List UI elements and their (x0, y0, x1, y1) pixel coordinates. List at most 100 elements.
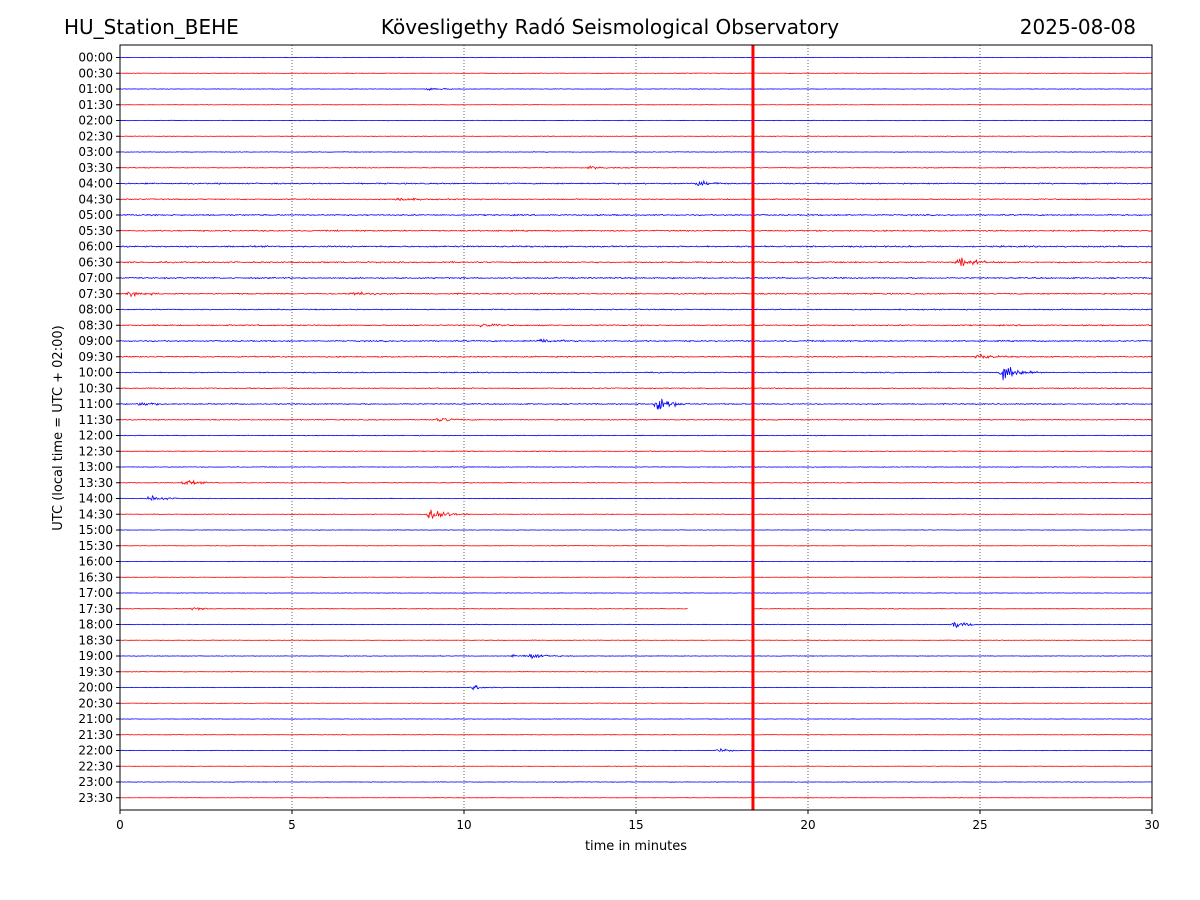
trace-0900 (119, 338, 1153, 343)
trace-0930 (119, 353, 1153, 360)
trace-2330 (119, 797, 1153, 799)
trace-0000 (119, 56, 1153, 59)
trace-0330 (119, 165, 1153, 170)
y-tick-label: 07:00 (78, 271, 113, 285)
y-tick-label: 20:00 (78, 681, 113, 695)
x-tick-label: 10 (456, 818, 471, 832)
trace-0130 (119, 104, 1153, 106)
trace-1130 (119, 417, 1153, 422)
y-tick-label: 10:30 (78, 381, 113, 395)
y-tick-label: 04:00 (78, 177, 113, 191)
y-tick-label: 04:30 (78, 192, 113, 206)
x-tick-label: 0 (116, 818, 124, 832)
trace-2200 (119, 748, 1153, 753)
y-tick-label: 00:30 (78, 66, 113, 80)
y-tick-label: 03:30 (78, 161, 113, 175)
y-tick-label: 09:30 (78, 350, 113, 364)
y-tick-label: 01:00 (78, 82, 113, 96)
trace-1900 (119, 653, 1153, 660)
y-tick-label: 02:00 (78, 114, 113, 128)
y-tick-label: 11:00 (78, 397, 113, 411)
trace-1330 (119, 479, 1153, 486)
y-tick-label: 16:00 (78, 555, 113, 569)
y-tick-label: 18:00 (78, 618, 113, 632)
trace-1930 (119, 671, 1153, 673)
trace-1530 (119, 545, 1153, 547)
plot-date: 2025-08-08 (1019, 15, 1136, 39)
y-tick-label: 23:00 (78, 775, 113, 789)
y-tick-label: 12:00 (78, 429, 113, 443)
trace-2100 (119, 718, 1153, 720)
trace-1600 (119, 560, 1153, 563)
trace-0230 (119, 135, 1153, 138)
y-tick-label: 22:00 (78, 744, 113, 758)
y-tick-label: 10:00 (78, 366, 113, 380)
y-axis-label: UTC (local time = UTC + 02:00) (51, 325, 66, 530)
trace-1630 (119, 576, 1153, 579)
trace-0730 (119, 290, 1153, 298)
y-tick-label: 15:30 (78, 539, 113, 553)
trace-0300 (119, 151, 1153, 153)
trace-0530 (119, 229, 1153, 233)
y-tick-label: 00:00 (78, 51, 113, 65)
trace-1200 (119, 434, 1153, 437)
trace-0630 (119, 257, 1153, 267)
station-name: HU_Station_BEHE (64, 15, 239, 39)
trace-0100 (119, 87, 1153, 91)
trace-1100 (119, 398, 1153, 410)
y-tick-label: 11:30 (78, 413, 113, 427)
y-tick-label: 07:30 (78, 287, 113, 301)
y-tick-label: 02:30 (78, 129, 113, 143)
trace-0030 (119, 72, 1153, 75)
trace-0400 (119, 179, 1153, 186)
y-tick-label: 01:30 (78, 98, 113, 112)
trace-0830 (119, 323, 1153, 328)
trace-1800 (119, 621, 1153, 629)
y-tick-label: 17:00 (78, 586, 113, 600)
x-tick-label: 30 (1144, 818, 1159, 832)
y-tick-label: 13:30 (78, 476, 113, 490)
y-tick-label: 14:30 (78, 507, 113, 521)
y-tick-label: 13:00 (78, 460, 113, 474)
y-tick-label: 06:00 (78, 240, 113, 254)
trace-0200 (119, 119, 1153, 122)
y-tick-label: 22:30 (78, 759, 113, 773)
x-tick-label: 20 (800, 818, 815, 832)
trace-1030 (119, 387, 1153, 390)
trace-1830 (119, 639, 1153, 642)
x-tick-label: 15 (628, 818, 643, 832)
trace-0700 (119, 276, 1153, 280)
y-tick-label: 14:00 (78, 492, 113, 506)
y-tick-label: 20:30 (78, 696, 113, 710)
trace-2300 (119, 781, 1153, 783)
trace-1230 (119, 450, 1153, 453)
y-tick-label: 06:30 (78, 255, 113, 269)
trace-1500 (119, 529, 1153, 531)
y-tick-label: 23:30 (78, 791, 113, 805)
x-tick-label: 5 (288, 818, 296, 832)
trace-2130 (119, 733, 1153, 736)
y-tick-label: 08:00 (78, 303, 113, 317)
y-tick-label: 17:30 (78, 602, 113, 616)
y-tick-label: 16:30 (78, 570, 113, 584)
y-tick-label: 15:00 (78, 523, 113, 537)
trace-1730 (119, 607, 1153, 611)
trace-1000 (119, 367, 1153, 381)
trace-2000 (119, 684, 1153, 691)
y-tick-label: 05:00 (78, 208, 113, 222)
y-tick-label: 18:30 (78, 633, 113, 647)
y-tick-label: 12:30 (78, 444, 113, 458)
trace-1400 (119, 494, 1153, 501)
y-tick-label: 09:00 (78, 334, 113, 348)
trace-0800 (119, 308, 1153, 311)
trace-2030 (119, 702, 1153, 705)
y-tick-label: 08:30 (78, 318, 113, 332)
trace-1430 (119, 509, 1153, 519)
y-tick-label: 19:00 (78, 649, 113, 663)
trace-1300 (119, 466, 1153, 468)
y-tick-label: 19:30 (78, 665, 113, 679)
x-tick-label: 25 (972, 818, 987, 832)
trace-0500 (119, 213, 1153, 217)
